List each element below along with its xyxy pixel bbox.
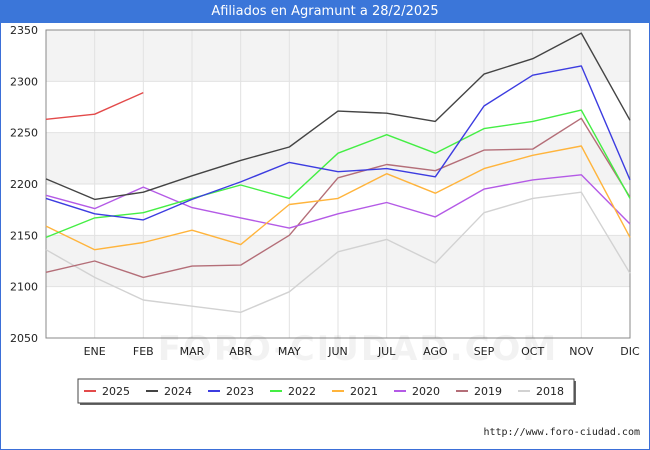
y-tick-label: 2050 (10, 332, 38, 345)
y-tick-label: 2100 (10, 281, 38, 294)
series-line-2025 (45, 91, 144, 120)
x-tick-label: FEB (133, 345, 154, 358)
x-tick-label: SEP (474, 345, 495, 358)
series-line-2020 (45, 174, 631, 229)
legend-label-2021: 2021 (350, 385, 378, 398)
x-tick-label: JUL (377, 345, 396, 358)
legend-label-2022: 2022 (288, 385, 316, 398)
source-credit: http://www.foro-ciudad.com (483, 427, 640, 438)
legend-label-2024: 2024 (164, 385, 192, 398)
legend-label-2023: 2023 (226, 385, 254, 398)
x-tick-label: DIC (620, 345, 640, 358)
legend-label-2020: 2020 (412, 385, 440, 398)
series-line-2021 (45, 145, 631, 251)
series-line-2018 (45, 191, 631, 313)
series-line-2019 (45, 117, 631, 279)
legend-label-2019: 2019 (474, 385, 502, 398)
x-tick-label: MAY (278, 345, 301, 358)
watermark: FORO-CIUDAD.COM (158, 329, 559, 369)
x-tick-label: ENE (84, 345, 106, 358)
x-tick-label: NOV (569, 345, 594, 358)
y-tick-label: 2300 (10, 75, 38, 88)
legend-label-2018: 2018 (536, 385, 564, 398)
y-tick-label: 2250 (10, 127, 38, 140)
x-tick-label: AGO (423, 345, 448, 358)
plot-border (45, 29, 631, 339)
x-tick-label: ABR (229, 345, 252, 358)
y-tick-label: 2150 (10, 229, 38, 242)
series-line-2022 (45, 109, 631, 239)
series-line-2023 (45, 65, 631, 221)
chart-title: Afiliados en Agramunt a 28/2/2025 (0, 0, 650, 23)
legend-box (77, 378, 575, 404)
x-tick-label: MAR (180, 345, 205, 358)
x-tick-label: OCT (521, 345, 544, 358)
x-tick-label: JUN (327, 345, 348, 358)
legend-label-2025: 2025 (102, 385, 130, 398)
y-tick-label: 2350 (10, 24, 38, 37)
series-line-2024 (45, 32, 631, 201)
y-tick-label: 2200 (10, 178, 38, 191)
